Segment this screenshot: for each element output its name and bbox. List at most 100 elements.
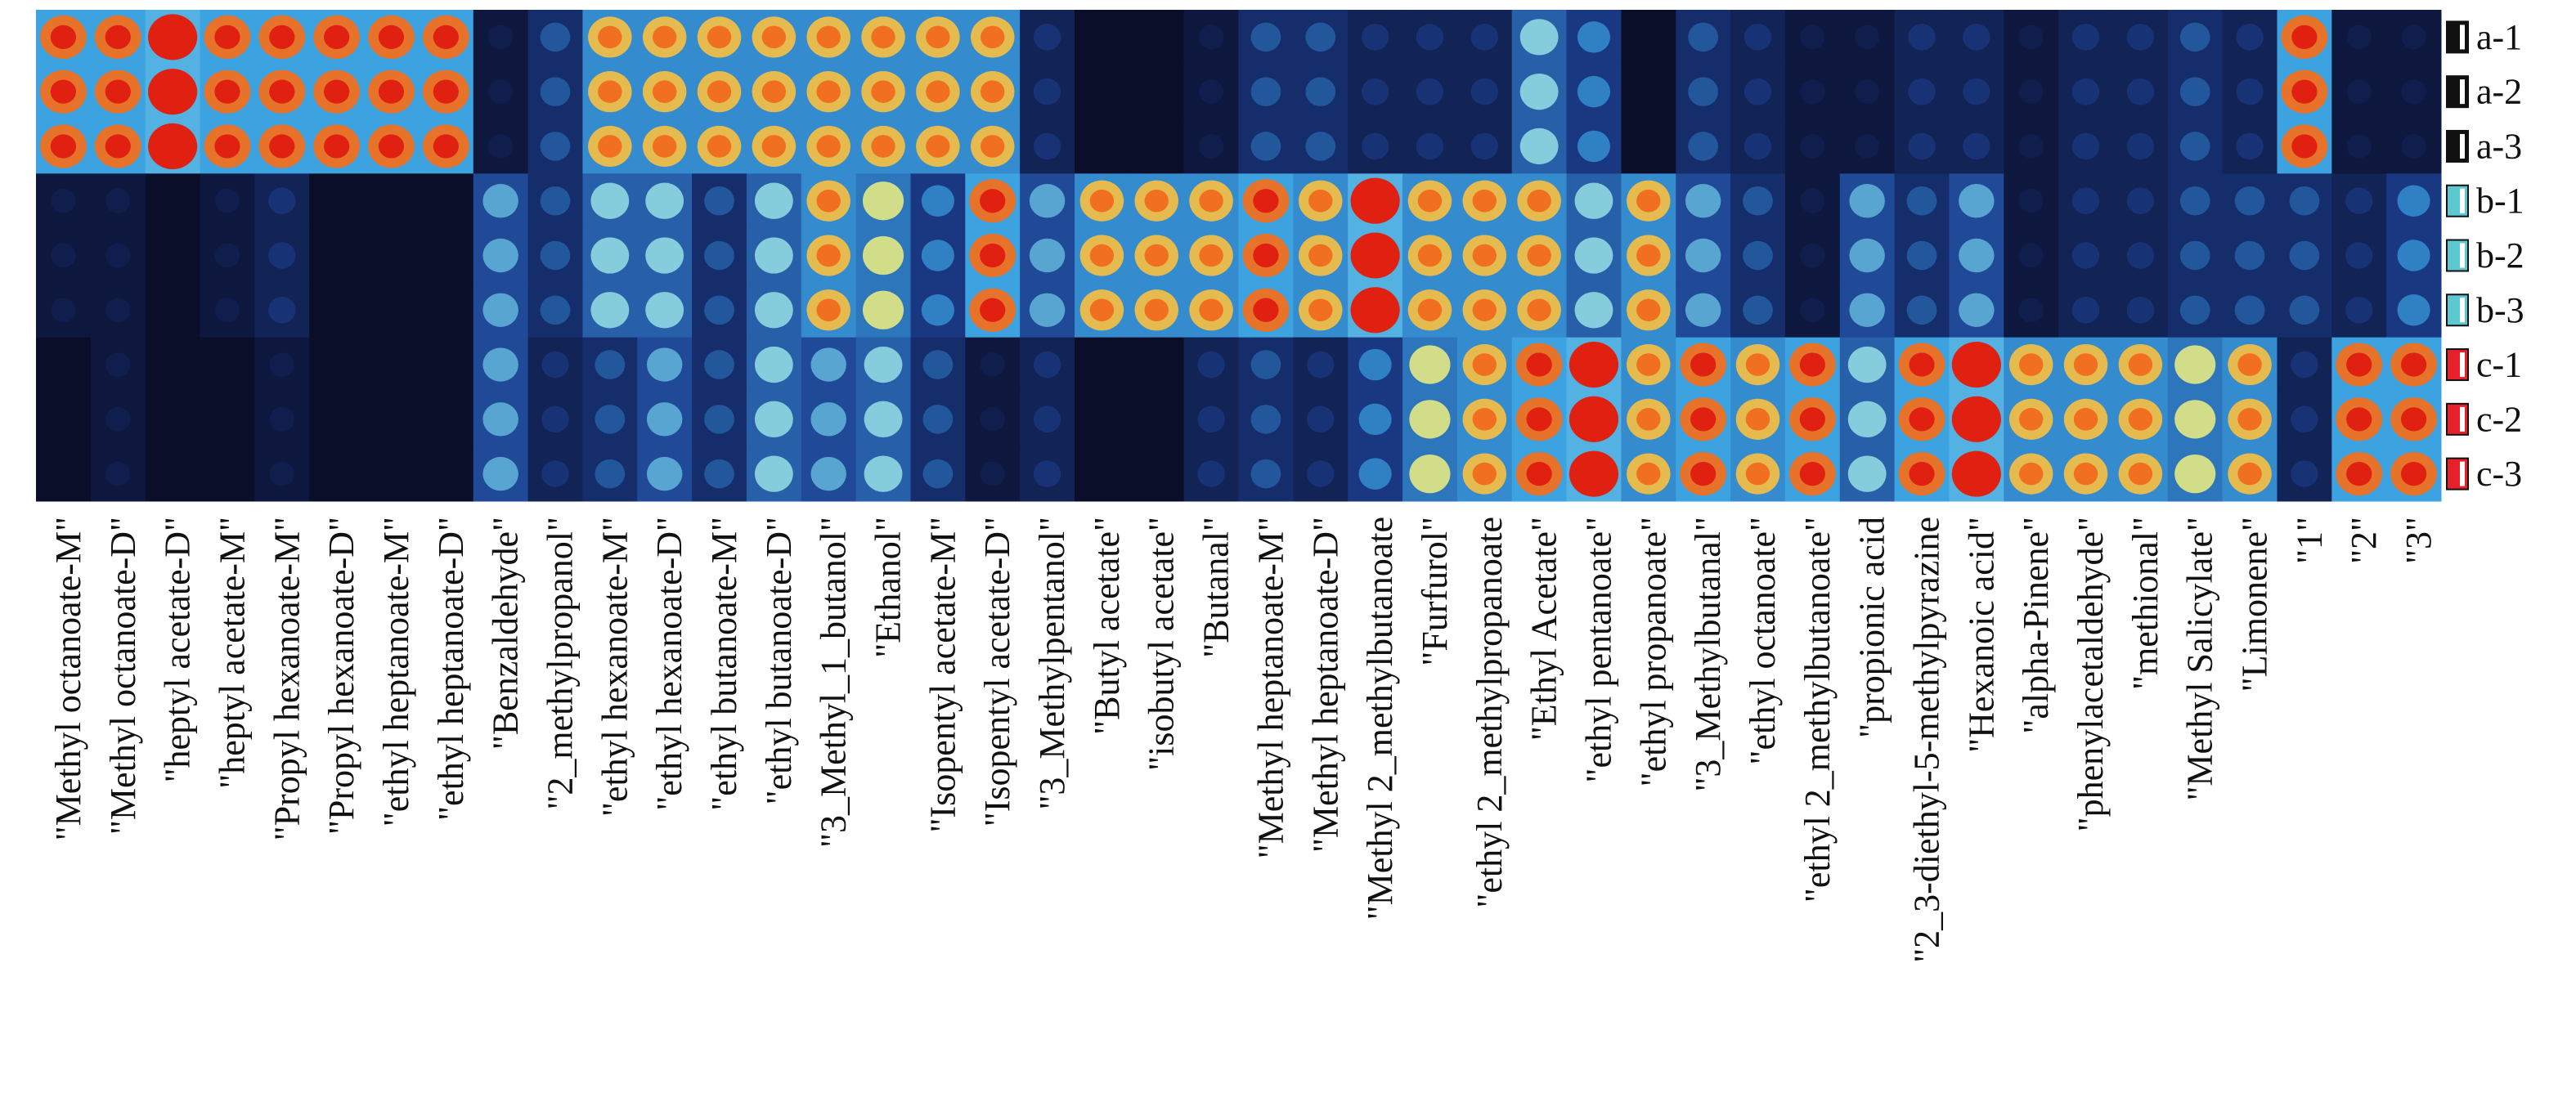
peak: [1637, 135, 1660, 158]
peak: [704, 186, 734, 216]
peak: [2397, 185, 2430, 217]
peak: [2289, 240, 2320, 271]
peak-core: [1199, 244, 1223, 267]
peak-core: [1580, 461, 1608, 487]
peak: [645, 292, 684, 329]
peak-core: [324, 79, 350, 104]
peak: [161, 298, 184, 321]
peak-core: [761, 135, 787, 158]
peak: [590, 237, 630, 274]
peak: [2401, 25, 2426, 50]
peak: [161, 244, 184, 267]
peak: [1197, 351, 1225, 379]
peak: [1145, 26, 1168, 48]
peak: [540, 240, 571, 271]
peak: [1637, 80, 1660, 103]
peak: [105, 407, 131, 432]
peak: [1743, 186, 1773, 216]
peak-core: [598, 80, 622, 103]
peak-core: [1199, 298, 1223, 322]
peak: [1688, 77, 1719, 106]
peak-core: [2291, 25, 2318, 50]
peak-core: [1636, 189, 1661, 213]
peak: [540, 22, 571, 52]
peak: [590, 292, 630, 329]
peak: [1470, 78, 1498, 105]
peak-core: [1472, 244, 1497, 267]
peak-core: [214, 25, 240, 50]
peak: [1197, 460, 1225, 487]
peak-core: [1144, 298, 1169, 322]
legend-swatch: [2446, 457, 2469, 491]
peak-core: [981, 25, 1005, 49]
peak-core: [761, 25, 787, 49]
peak: [1361, 24, 1389, 51]
peak: [1906, 186, 1937, 216]
peak: [1033, 24, 1061, 51]
peak: [1847, 346, 1887, 383]
peak-core: [105, 79, 131, 104]
peak-core: [214, 134, 240, 159]
peak: [51, 298, 76, 323]
peak: [980, 407, 1005, 432]
peak-core: [1799, 352, 1825, 377]
peak-core: [433, 25, 459, 50]
x-tick-label: "heptyl acetate-D": [158, 517, 198, 782]
peak: [2126, 242, 2155, 269]
peak: [1963, 78, 1990, 105]
peak: [2018, 25, 2044, 50]
peak-core: [1089, 189, 1115, 213]
peak-core: [2291, 79, 2318, 104]
peak: [1416, 78, 1444, 105]
peak: [1091, 135, 1113, 158]
x-tick-label: "Methyl octanoate-D": [103, 517, 143, 835]
peak-core: [2073, 408, 2098, 431]
x-tick-label: "3_Methylpentanol": [1032, 517, 1072, 810]
peak: [1688, 22, 1719, 52]
peak: [1685, 238, 1721, 273]
peak: [1033, 405, 1061, 433]
peak-core: [1636, 353, 1661, 376]
peak: [1855, 79, 1880, 104]
peak-core: [1417, 298, 1443, 322]
peak: [2236, 78, 2264, 105]
peak-core: [1308, 298, 1333, 322]
peak: [325, 408, 348, 431]
peak: [2397, 294, 2430, 326]
x-tick-label: "Isopentyl acetate-M": [922, 517, 963, 833]
peak-core: [1963, 461, 1990, 487]
peak: [105, 298, 131, 323]
peak: [2126, 78, 2155, 105]
peak: [980, 461, 1005, 486]
peak-core: [1526, 461, 1552, 486]
peak-core: [761, 80, 787, 103]
peak: [161, 353, 184, 376]
peak: [1574, 292, 1613, 329]
peak-core: [433, 79, 459, 104]
peak: [1091, 408, 1113, 431]
peak: [922, 405, 954, 434]
peak: [1305, 132, 1336, 161]
peak: [1199, 134, 1224, 159]
legend-swatch: [2446, 348, 2469, 382]
x-tick-label: "phenylacetaldehyde": [2071, 517, 2111, 831]
peak: [268, 242, 296, 269]
peak: [325, 190, 348, 213]
peak: [488, 25, 514, 50]
x-tick-label: "3_Methylbutanal": [1688, 517, 1728, 792]
peak-core: [926, 80, 950, 103]
peak: [2179, 295, 2210, 325]
peak: [2126, 296, 2155, 324]
peak: [216, 463, 239, 485]
peak: [1033, 460, 1061, 487]
peak: [1908, 78, 1936, 105]
peak-core: [1417, 189, 1443, 213]
x-tick-label: "3": [2399, 517, 2439, 564]
peak-core: [1799, 407, 1825, 432]
peak: [1029, 293, 1066, 327]
peak-core: [816, 298, 841, 322]
peak: [2179, 240, 2210, 271]
peak: [105, 352, 131, 377]
legend-label: b-3: [2476, 290, 2524, 330]
peak: [1688, 132, 1719, 161]
